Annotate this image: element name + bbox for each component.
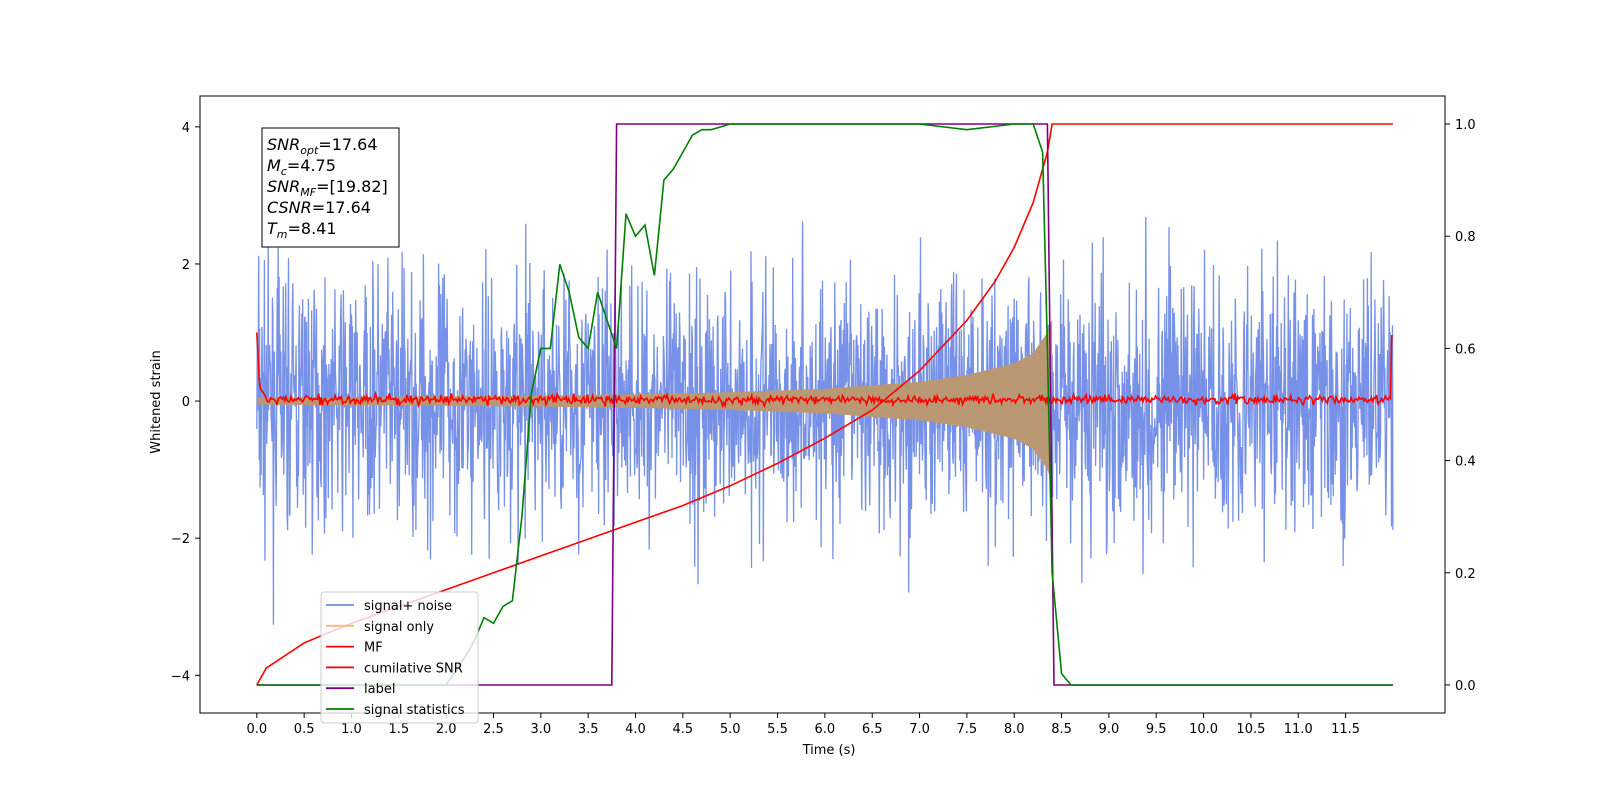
y-tick-label: 2 xyxy=(182,258,190,273)
y2-tick-label: 0.4 xyxy=(1455,455,1476,470)
x-tick-label: 7.0 xyxy=(909,722,930,737)
y2-tick-label: 0.0 xyxy=(1455,679,1476,694)
x-tick-label: 3.0 xyxy=(530,722,551,737)
y-tick-label: 0 xyxy=(182,395,190,410)
legend-label: label xyxy=(364,682,395,697)
y-axis-label: Whitened strain xyxy=(149,350,164,453)
axes-frame xyxy=(199,95,1446,714)
x-tick-label: 1.5 xyxy=(388,722,409,737)
y-tick-label: −4 xyxy=(171,669,190,684)
y-tick-label: −2 xyxy=(171,532,190,547)
x-tick-label: 2.0 xyxy=(436,722,457,737)
x-tick-label: 0.5 xyxy=(294,722,315,737)
x-tick-label: 9.0 xyxy=(1099,722,1120,737)
x-tick-label: 0.0 xyxy=(246,722,267,737)
series-signal-only xyxy=(256,318,1053,484)
legend-label: MF xyxy=(364,641,383,656)
series-signal-statistics xyxy=(256,123,1393,686)
y2-tick-label: 0.8 xyxy=(1455,230,1476,245)
x-tick-label: 10.5 xyxy=(1236,722,1265,737)
x-tick-label: 1.0 xyxy=(341,722,362,737)
legend-label: signal+ noise xyxy=(364,599,452,614)
series-mf xyxy=(256,332,1393,409)
legend-label: signal only xyxy=(364,620,434,635)
legend-label: cumilative SNR xyxy=(364,661,463,676)
x-tick-label: 11.0 xyxy=(1284,722,1313,737)
x-tick-label: 2.5 xyxy=(483,722,504,737)
legend: signal+ noise signal only MF cumilative SNR… xyxy=(320,591,479,724)
info-line: Mc=4.75 xyxy=(267,156,336,178)
x-axis-label: Time (s) xyxy=(802,743,856,758)
info-line: CSNR=17.64 xyxy=(267,198,371,217)
axes: 0.0 0.5 1.0 1.5 2.0 2.5 3.0 3.5 4.0 4.5 5.0 5.5 6.0 6… xyxy=(171,95,1476,737)
x-tick-label: 7.5 xyxy=(957,722,978,737)
info-line: Tm=8.41 xyxy=(267,219,337,241)
y2-tick-label: 0.6 xyxy=(1455,342,1476,357)
legend-frame xyxy=(320,591,479,724)
x-tick-label: 3.5 xyxy=(578,722,599,737)
x-tick-label: 6.5 xyxy=(862,722,883,737)
info-line: SNRMF=[19.82] xyxy=(267,177,388,199)
x-tick-label: 8.0 xyxy=(1004,722,1025,737)
x-tick-label: 11.5 xyxy=(1331,722,1360,737)
info-box-frame xyxy=(261,127,400,248)
x-tick-label: 8.5 xyxy=(1051,722,1072,737)
y2-tick-label: 1.0 xyxy=(1455,118,1476,133)
x-tick-label: 4.5 xyxy=(673,722,694,737)
x-tick-label: 6.0 xyxy=(815,722,836,737)
info-line: SNRopt=17.64 xyxy=(267,135,378,157)
x-tick-label: 4.0 xyxy=(625,722,646,737)
x-tick-label: 10.0 xyxy=(1189,722,1218,737)
y2-tick-label: 0.2 xyxy=(1455,567,1476,582)
y-tick-label: 4 xyxy=(182,121,190,136)
x-tick-label: 5.5 xyxy=(767,722,788,737)
x-tick-label: 9.5 xyxy=(1146,722,1167,737)
x-tick-label: 5.0 xyxy=(720,722,741,737)
info-box: SNRopt=17.64Mc=4.75SNRMF=[19.82]CSNR=17.… xyxy=(261,127,400,248)
legend-label: signal statistics xyxy=(364,703,465,718)
